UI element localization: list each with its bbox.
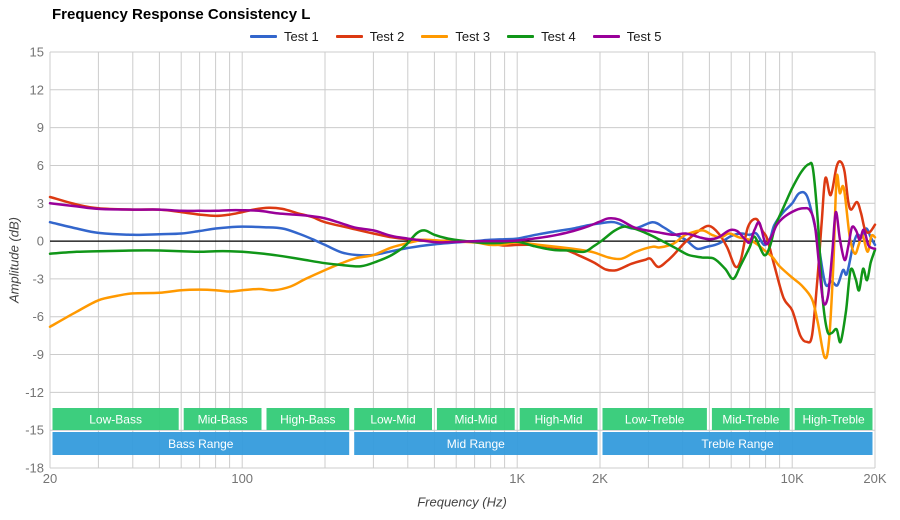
series-line-test-4 bbox=[48, 161, 877, 344]
series-line-test-2 bbox=[48, 160, 877, 344]
chart-title: Frequency Response Consistency L bbox=[52, 6, 311, 23]
legend-line-swatch bbox=[507, 34, 535, 38]
y-tick-label: 3 bbox=[37, 196, 44, 211]
legend-label: Test 5 bbox=[626, 28, 662, 44]
subrange-band-label: Low-Mid bbox=[370, 413, 415, 427]
x-tick-label: 1K bbox=[509, 471, 525, 486]
legend: Test 1 Test 2 Test 3 Test 4 Test 5 bbox=[250, 28, 678, 44]
subrange-band bbox=[794, 408, 873, 430]
legend-item-test-2[interactable]: Test 2 bbox=[335, 28, 405, 44]
legend-label: Test 2 bbox=[369, 28, 405, 44]
x-axis-title: Frequency (Hz) bbox=[417, 494, 507, 510]
x-tick-label: 2K bbox=[592, 471, 608, 486]
range-band bbox=[52, 432, 350, 455]
legend-line-swatch bbox=[250, 34, 277, 38]
subrange-band-label: Low-Bass bbox=[89, 413, 142, 427]
y-tick-label: 12 bbox=[30, 82, 44, 97]
subrange-band-label: Mid-Bass bbox=[198, 413, 248, 427]
subrange-band bbox=[711, 408, 790, 430]
y-tick-label: 9 bbox=[37, 120, 44, 135]
legend-label: Test 3 bbox=[455, 28, 491, 44]
subrange-band-label: High-Mid bbox=[535, 413, 583, 427]
y-tick-label: -3 bbox=[32, 271, 44, 286]
subrange-band-label: Mid-Treble bbox=[722, 413, 779, 427]
subrange-band-label: Low-Treble bbox=[625, 413, 685, 427]
range-band bbox=[602, 432, 873, 455]
y-tick-label: 15 bbox=[30, 45, 44, 60]
subrange-band bbox=[602, 408, 707, 430]
y-tick-label: 0 bbox=[37, 234, 44, 249]
legend-item-test-1[interactable]: Test 1 bbox=[250, 28, 319, 44]
subrange-band-label: Mid-Mid bbox=[454, 413, 497, 427]
y-tick-label: -6 bbox=[32, 309, 44, 324]
y-tick-label: -12 bbox=[25, 385, 44, 400]
range-band-label: Mid Range bbox=[447, 437, 505, 451]
legend-label: Test 1 bbox=[284, 28, 319, 44]
subrange-band bbox=[354, 408, 432, 430]
subrange-band bbox=[183, 408, 262, 430]
subrange-band bbox=[436, 408, 515, 430]
range-band-label: Treble Range bbox=[701, 437, 774, 451]
legend-item-test-3[interactable]: Test 3 bbox=[421, 28, 490, 44]
x-tick-label: 10K bbox=[781, 471, 804, 486]
x-tick-label: 20 bbox=[43, 471, 57, 486]
subrange-band-label: High-Treble bbox=[802, 413, 865, 427]
legend-label: Test 4 bbox=[541, 28, 576, 44]
legend-item-test-4[interactable]: Test 4 bbox=[507, 28, 576, 44]
series-line-test-3 bbox=[48, 173, 877, 360]
x-tick-label: 100 bbox=[231, 471, 253, 486]
y-tick-label: 6 bbox=[37, 158, 44, 173]
y-tick-label: -15 bbox=[25, 423, 44, 438]
frequency-bands: Low-Bass Mid-Bass High-Bass Low-Mid Mid-Mid H… bbox=[52, 408, 873, 455]
series-line-test-5 bbox=[48, 202, 877, 306]
subrange-band bbox=[52, 408, 179, 430]
legend-line-swatch bbox=[421, 34, 449, 38]
range-band bbox=[354, 432, 598, 455]
range-band-label: Bass Range bbox=[168, 437, 234, 451]
subrange-band bbox=[519, 408, 598, 430]
subrange-band bbox=[266, 408, 350, 430]
subrange-band-label: High-Bass bbox=[280, 413, 335, 427]
y-tick-label: -18 bbox=[25, 461, 44, 476]
y-tick-label: -9 bbox=[32, 347, 44, 362]
x-tick-label: 20K bbox=[863, 471, 886, 486]
series-lines bbox=[48, 160, 877, 360]
gridlines bbox=[49, 51, 876, 469]
legend-line-swatch bbox=[592, 34, 620, 38]
y-axis-title: Amplitude (dB) bbox=[6, 217, 22, 303]
legend-line-swatch bbox=[335, 34, 363, 38]
legend-item-test-5[interactable]: Test 5 bbox=[592, 28, 662, 44]
